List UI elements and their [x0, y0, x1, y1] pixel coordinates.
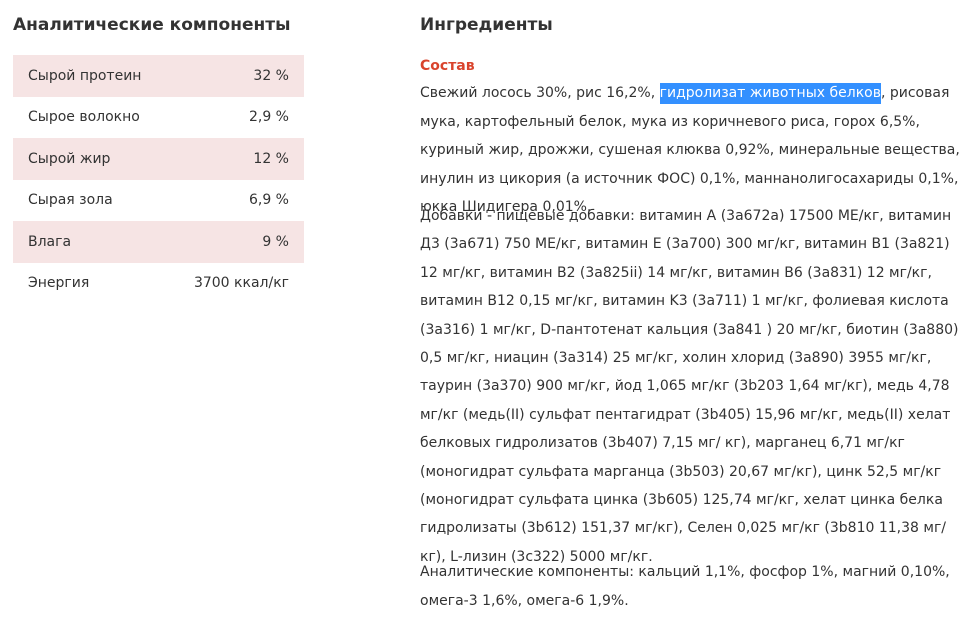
row-label: Влага: [28, 233, 72, 250]
row-label: Сырой протеин: [28, 67, 142, 84]
row-value: 3700 ккал/кг: [193, 275, 289, 292]
table-row: Сырой жир 12 %: [13, 138, 304, 180]
row-label: Сырая зола: [28, 192, 113, 209]
composition-text-rest: , рисовая мука, картофельный белок, мука…: [420, 85, 960, 215]
row-value: 9 %: [262, 233, 289, 250]
row-value: 6,9 %: [248, 192, 289, 209]
composition-text[interactable]: Свежий лосось 30%, рис 16,2%, гидролизат…: [420, 79, 968, 222]
selected-text-highlight[interactable]: гидролизат животных белков: [659, 83, 881, 104]
additives-text: Добавки - пищевые добавки: витамин A (3a…: [420, 208, 959, 565]
analytic-components-title: Аналитические компоненты: [13, 15, 291, 35]
row-label: Сырой жир: [28, 150, 111, 167]
row-value: 32 %: [253, 67, 289, 84]
row-value: 12 %: [253, 150, 289, 167]
table-row: Сырая зола 6,9 %: [13, 180, 304, 222]
table-row: Влага 9 %: [13, 221, 304, 263]
row-value: 2,9 %: [248, 109, 289, 126]
row-label: Энергия: [28, 275, 90, 292]
composition-text-start: Свежий лосось 30%, рис 16,2%,: [420, 85, 660, 101]
table-row: Сырой протеин 32 %: [13, 55, 304, 97]
table-row: Сырое волокно 2,9 %: [13, 97, 304, 139]
ingredients-title: Ингредиенты: [420, 15, 553, 35]
composition-heading: Состав: [420, 58, 475, 74]
row-label: Сырое волокно: [28, 109, 140, 126]
analytic-extra-text: Аналитические компоненты: кальций 1,1%, …: [420, 564, 950, 609]
table-row: Энергия 3700 ккал/кг: [13, 263, 304, 305]
analytic-components-table: Сырой протеин 32 % Сырое волокно 2,9 % С…: [13, 55, 304, 304]
